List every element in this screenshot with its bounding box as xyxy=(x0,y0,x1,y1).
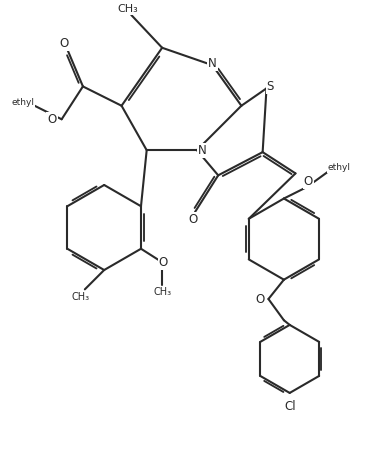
Text: O: O xyxy=(304,175,313,188)
Text: CH₃: CH₃ xyxy=(153,288,171,298)
Text: ethyl: ethyl xyxy=(11,98,34,107)
Text: N: N xyxy=(199,144,207,157)
Text: S: S xyxy=(267,80,274,93)
Text: O: O xyxy=(159,256,168,269)
Text: O: O xyxy=(59,37,68,51)
Text: CH₃: CH₃ xyxy=(117,4,138,14)
Text: O: O xyxy=(47,113,57,126)
Text: O: O xyxy=(188,213,198,226)
Text: CH₃: CH₃ xyxy=(71,292,89,302)
Text: Cl: Cl xyxy=(284,399,296,413)
Text: ethyl: ethyl xyxy=(328,163,351,172)
Text: O: O xyxy=(255,293,264,305)
Text: N: N xyxy=(208,57,217,70)
